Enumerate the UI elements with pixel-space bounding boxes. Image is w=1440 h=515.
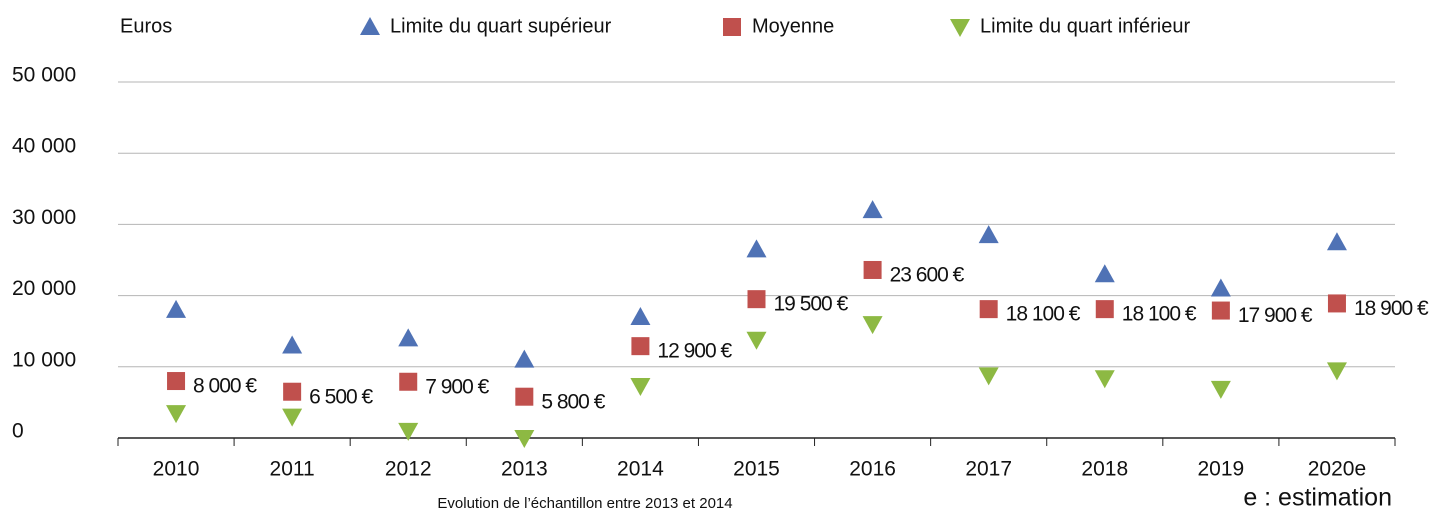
point <box>515 387 534 406</box>
point <box>1326 232 1347 251</box>
data-label: 12 900 € <box>657 340 732 363</box>
point <box>398 328 419 347</box>
point <box>746 239 767 258</box>
point <box>1210 380 1231 399</box>
y-tick-label: 40 000 <box>12 135 76 158</box>
point <box>166 299 187 318</box>
point <box>630 306 651 325</box>
point <box>630 378 651 397</box>
x-tick-label: 2010 <box>153 458 200 481</box>
point <box>166 405 187 424</box>
point <box>746 331 767 350</box>
y-axis-label: Euros <box>120 15 172 37</box>
y-tick-label: 30 000 <box>12 206 76 229</box>
point <box>282 408 303 427</box>
data-label: 18 100 € <box>1122 303 1197 326</box>
point <box>398 422 419 441</box>
point <box>1327 294 1346 313</box>
legend-marker <box>950 19 970 37</box>
data-label: 23 600 € <box>890 264 965 287</box>
y-tick-label: 10 000 <box>12 348 76 371</box>
point <box>282 335 303 354</box>
point <box>399 372 418 391</box>
data-label: 17 900 € <box>1238 304 1313 327</box>
point <box>1211 301 1230 320</box>
x-tick-label: 2012 <box>385 458 432 481</box>
legend-label: Limite du quart inférieur <box>980 15 1190 37</box>
point <box>631 337 650 356</box>
point <box>1210 278 1231 297</box>
x-tick-label: 2014 <box>617 458 664 481</box>
point <box>747 290 766 309</box>
point <box>1094 370 1115 389</box>
legend-label: Limite du quart supérieur <box>390 15 612 37</box>
data-label: 8 000 € <box>193 375 257 398</box>
legend-marker <box>360 17 380 35</box>
x-tick-label: 2015 <box>733 458 780 481</box>
annotation: Evolution de l’échantillon entre 2013 et… <box>437 495 732 512</box>
point <box>514 349 535 368</box>
point <box>283 382 302 401</box>
point <box>1094 264 1115 283</box>
data-label: 5 800 € <box>541 390 605 413</box>
point <box>167 372 186 391</box>
data-label: 18 900 € <box>1354 297 1429 320</box>
x-tick-label: 2017 <box>965 458 1012 481</box>
x-tick-label: 2018 <box>1081 458 1128 481</box>
x-tick-label: 2016 <box>849 458 896 481</box>
point <box>514 430 535 448</box>
data-label: 6 500 € <box>309 385 373 408</box>
point <box>1326 362 1347 381</box>
data-label: 18 100 € <box>1006 303 1081 326</box>
point <box>978 367 999 386</box>
y-tick-label: 20 000 <box>12 277 76 300</box>
point <box>979 300 998 319</box>
x-tick-label: 2011 <box>270 458 315 481</box>
annotation: e : estimation <box>1243 484 1392 512</box>
data-label: 19 500 € <box>774 293 849 316</box>
x-tick-label: 2019 <box>1198 458 1245 481</box>
y-tick-label: 0 <box>12 420 24 443</box>
point <box>862 316 883 335</box>
point <box>978 225 999 244</box>
x-tick-label: 2013 <box>501 458 548 481</box>
point <box>863 260 882 279</box>
data-label: 7 900 € <box>425 375 489 398</box>
point <box>1095 300 1114 319</box>
x-tick-label: 2020e <box>1308 458 1366 481</box>
point <box>862 200 883 219</box>
legend-label: Moyenne <box>752 15 834 37</box>
y-tick-label: 50 000 <box>12 64 76 87</box>
legend-marker <box>723 18 741 36</box>
